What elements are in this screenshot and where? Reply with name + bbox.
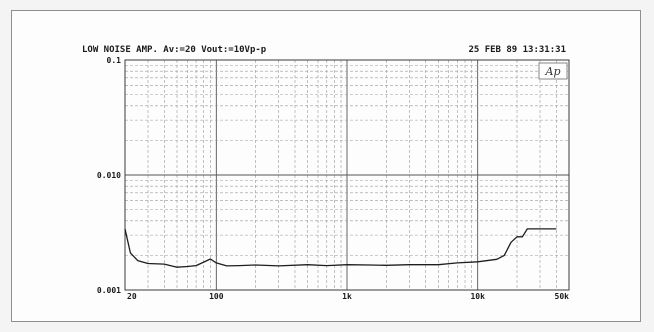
y-tick-label: 0.001 [97,286,121,295]
ap-logo: Ap [545,65,561,78]
series-group [124,228,557,268]
x-tick-label: 10k [470,292,485,301]
x-tick-label: 50k [555,292,570,301]
series-line [124,228,557,268]
chart-grid [125,60,569,290]
chart-header-right: 25 FEB 89 13:31:31 [468,45,566,55]
chart-header-left: LOW NOISE AMP. Av:=20 Vout:=10Vp-p [82,45,267,55]
y-tick-label: 0.1 [107,56,122,65]
x-tick-labels: 20 100 1k 10k 50k [127,292,569,301]
logo-box [538,62,568,80]
x-tick-label: 1k [342,292,352,301]
chart-frame [11,10,641,322]
x-tick-label: 100 [209,292,224,301]
y-tick-labels: 0.1 0.010 0.001 [97,56,121,295]
x-tick-label: 20 [127,292,137,301]
plot-border [124,59,570,291]
y-tick-label: 0.010 [97,171,121,180]
